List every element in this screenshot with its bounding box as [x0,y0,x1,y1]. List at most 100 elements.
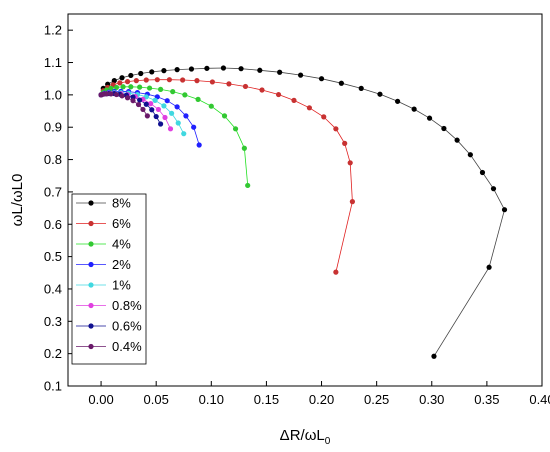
data-point [196,142,202,148]
x-axis-label: ΔR/ωL0 [280,427,331,447]
data-point [245,182,251,189]
data-point [124,95,131,101]
data-point [358,85,364,91]
data-point [113,91,120,98]
data-point [143,101,149,107]
data-point [133,78,139,84]
data-point [166,77,173,83]
data-point [146,85,153,91]
data-point [181,131,187,137]
data-point [130,94,136,100]
data-point [143,77,149,83]
data-point [113,84,120,91]
data-point [333,126,339,132]
legend-marker [88,220,94,227]
data-point [130,98,136,104]
data-point [454,137,460,143]
data-point [161,103,167,109]
legend-marker [88,261,94,268]
data-point [175,120,181,126]
data-point [119,93,125,99]
data-point [232,126,239,132]
data-point [117,80,123,86]
x-axis-label-subscript: 0 [325,436,331,447]
y-tick-label: 0.1 [44,379,62,394]
data-point [291,97,297,103]
data-point [144,113,150,119]
data-point [180,77,186,83]
legend-label: 0.4% [112,339,142,354]
data-point [204,65,210,71]
data-point [338,80,344,86]
y-tick-label: 0.6 [44,217,62,232]
data-point [209,79,216,85]
legend-marker [88,282,94,288]
data-point [191,124,197,130]
legend: 8% 6% 4% 2% 1% 0.8% 0.6% 0.4% [71,193,147,365]
legend-marker [88,302,94,309]
legend-label: 0.6% [112,319,142,334]
legend-label: 4% [112,237,131,252]
data-point [259,87,265,93]
x-tick-label: 0.35 [474,392,499,407]
y-tick-label: 0.9 [44,120,62,135]
data-point [441,125,447,132]
data-point [111,78,117,84]
data-point [157,86,164,92]
y-tick-label: 1.1 [44,55,62,70]
x-tick-label: 0.05 [144,392,169,407]
data-point [195,96,201,102]
y-axis-label: ωL/ωL0 [9,174,26,227]
x-tick-label: 0.10 [199,392,224,407]
data-point [275,91,282,98]
data-point [501,207,508,213]
data-point [242,83,249,90]
data-point [257,67,263,73]
x-tick-label: 0.15 [254,392,279,407]
legend-label: 0.8% [112,298,142,313]
legend-label: 8% [112,196,131,211]
data-point [306,105,313,111]
data-point [137,84,143,90]
data-point [318,76,325,82]
legend-marker [88,323,94,329]
x-tick-label: 0.20 [309,392,334,407]
y-tick-label: 0.2 [44,346,62,361]
series-points [98,65,508,359]
data-point [467,152,473,158]
data-point [128,84,134,90]
data-point [154,77,160,83]
data-point [277,69,283,75]
data-point [170,89,176,95]
data-point [148,101,154,107]
data-point [333,269,339,275]
tick-labels: 0.00 0.05 0.10 0.15 0.20 0.25 0.30 0.35 0.40 0.1 0… [44,23,550,407]
data-point [155,106,161,113]
x-tick-label: 0.30 [419,392,444,407]
data-point [161,68,167,74]
data-point [152,97,158,103]
x-tick-label: 0.25 [364,392,389,407]
y-tick-label: 1.2 [44,23,62,38]
data-point [297,72,304,78]
data-point [149,69,155,75]
data-point [411,106,417,112]
data-point [108,85,114,91]
y-tick-label: 0.7 [44,184,62,199]
legend-marker [88,200,94,206]
legend-marker [88,241,94,247]
data-point [103,91,110,97]
data-point [349,199,355,205]
data-point [238,66,244,72]
data-point [138,70,144,77]
data-point [149,107,155,113]
data-point [183,113,189,119]
data-point [153,113,159,120]
data-point [169,110,175,116]
data-point [137,97,143,103]
data-point [479,169,486,176]
data-point [221,113,228,119]
data-point [119,75,125,81]
data-point [167,126,174,132]
data-point [120,84,126,90]
